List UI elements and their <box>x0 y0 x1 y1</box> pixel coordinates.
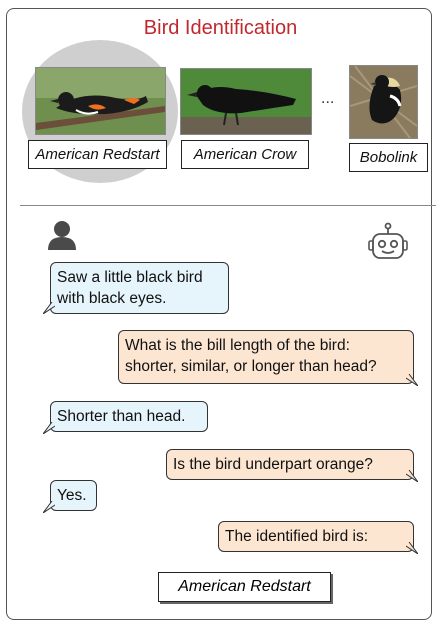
section-divider <box>20 205 436 206</box>
american-redstart-photo <box>35 67 166 135</box>
candidate-label-bobolink: Bobolink <box>349 143 428 172</box>
bubble-tail <box>406 470 418 482</box>
american-crow-photo <box>180 68 312 135</box>
bubble-tail <box>43 302 55 314</box>
message-line: with black eyes. <box>57 290 167 307</box>
user-message-2: Shorter than head. <box>50 401 208 432</box>
figure-title: Bird Identification <box>143 17 298 39</box>
message-line: Is the bird underpart orange? <box>173 456 373 473</box>
bubble-tail <box>43 501 55 513</box>
bubble-tail <box>406 374 418 386</box>
candidate-label-american-redstart: American Redstart <box>28 140 167 169</box>
message-line: What is the bill length of the bird: <box>125 337 350 354</box>
message-line: Shorter than head. <box>57 408 186 425</box>
user-message-1: Saw a little black bird with black eyes. <box>50 262 229 314</box>
bubble-tail <box>406 542 418 554</box>
message-line: The identified bird is: <box>225 528 369 545</box>
bobolink-photo <box>349 65 418 139</box>
message-line: shorter, similar, or longer than head? <box>125 358 377 375</box>
bot-message-1: What is the bill length of the bird: sho… <box>118 330 414 384</box>
more-candidates-ellipsis: ... <box>321 90 335 107</box>
message-line: Yes. <box>57 487 87 504</box>
identified-bird-answer: American Redstart <box>158 572 331 602</box>
candidate-label-american-crow: American Crow <box>181 140 309 169</box>
bot-message-2: Is the bird underpart orange? <box>166 449 414 480</box>
bot-message-3: The identified bird is: <box>218 521 414 552</box>
person-icon <box>47 220 77 250</box>
figure-frame <box>6 8 432 620</box>
message-line: Saw a little black bird <box>57 269 203 286</box>
bubble-tail <box>43 422 55 434</box>
user-message-3: Yes. <box>50 480 97 511</box>
robot-icon <box>368 222 408 262</box>
